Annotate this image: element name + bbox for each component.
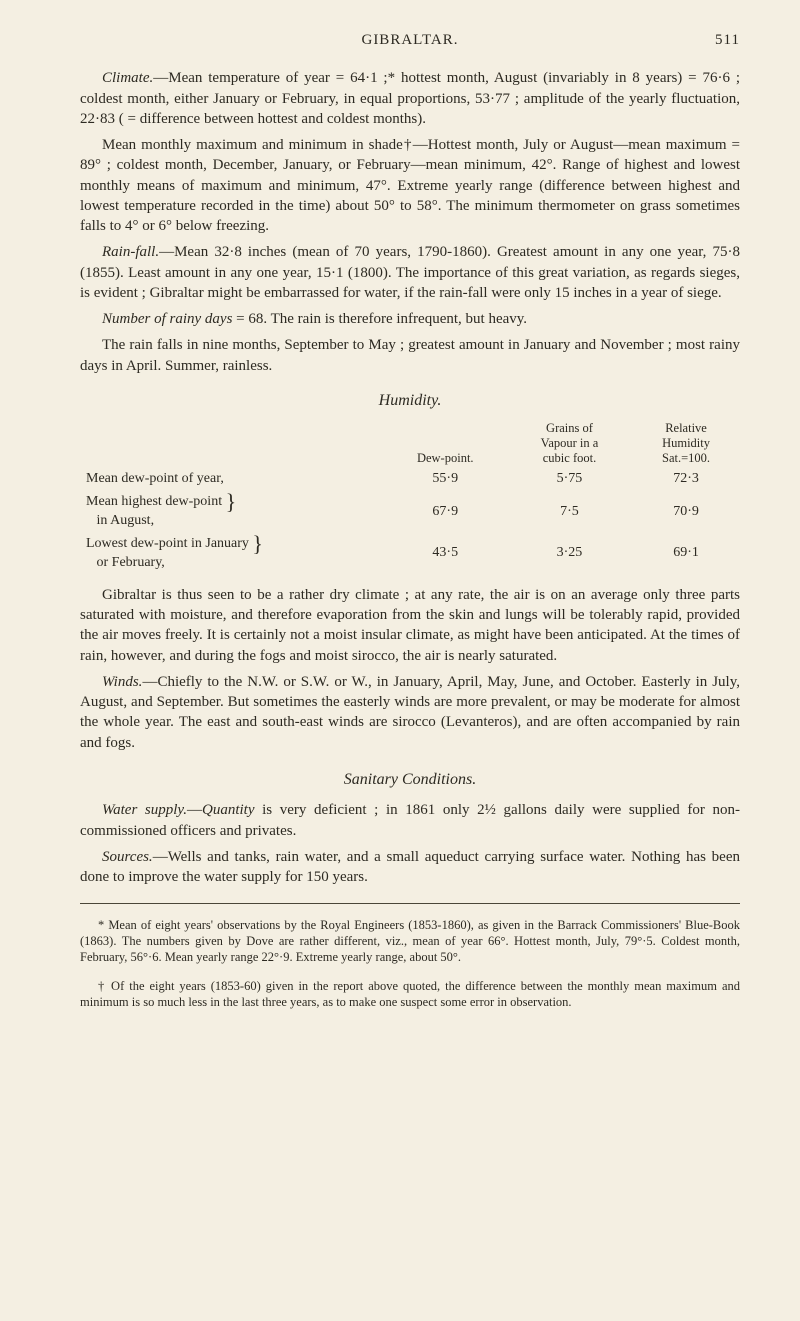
page-header: GIBRALTAR. 511: [80, 30, 740, 50]
col-grains: Grains ofVapour in acubic foot.: [507, 419, 632, 468]
table-row: Dew-point. Grains ofVapour in acubic foo…: [80, 419, 740, 468]
table-row: Mean dew-point of year, 55·9 5·75 72·3: [80, 468, 740, 491]
cell: 70·9: [632, 491, 740, 533]
rain-falls-paragraph: The rain falls in nine months, September…: [80, 335, 740, 376]
cell: 3·25: [507, 533, 632, 575]
climate-paragraph: Climate.—Mean temperature of year = 64·1…: [80, 68, 740, 129]
row-label: Lowest dew-point in January } or Februar…: [80, 533, 384, 575]
header-spacer: [80, 30, 130, 50]
row-label: Mean dew-point of year,: [80, 468, 384, 491]
cell: 43·5: [384, 533, 507, 575]
cell: 67·9: [384, 491, 507, 533]
rainfall-paragraph: Rain-fall.—Mean 32·8 inches (mean of 70 …: [80, 242, 740, 303]
footnote-star: * Mean of eight years' observations by t…: [80, 917, 740, 966]
table-row: Lowest dew-point in January } or Februar…: [80, 533, 740, 575]
page-number: 511: [690, 30, 740, 50]
col-relhum: RelativeHumiditySat.=100.: [632, 419, 740, 468]
col-blank: [80, 419, 384, 468]
row-label: Mean highest dew-point } in August,: [80, 491, 384, 533]
cell: 69·1: [632, 533, 740, 575]
climate-text: Mean temperature of year = 64·1 ;* hotte…: [80, 70, 740, 127]
cell: 7·5: [507, 491, 632, 533]
cell: 5·75: [507, 468, 632, 491]
footnote-rule: [80, 903, 740, 904]
humidity-table: Dew-point. Grains ofVapour in acubic foo…: [80, 419, 740, 574]
rainy-days-paragraph: Number of rainy days = 68. The rain is t…: [80, 309, 740, 329]
sources-text: Wells and tanks, rain water, and a small…: [80, 849, 740, 885]
gibraltar-dry-paragraph: Gibraltar is thus seen to be a rather dr…: [80, 585, 740, 666]
table-row: Mean highest dew-point } in August, 67·9…: [80, 491, 740, 533]
col-dewpoint: Dew-point.: [384, 419, 507, 468]
scanned-page: GIBRALTAR. 511 Climate.—Mean temperature…: [0, 0, 800, 1321]
footnote-dagger: † Of the eight years (1853-60) given in …: [80, 978, 740, 1011]
sanitary-heading: Sanitary Conditions.: [80, 769, 740, 791]
water-supply-paragraph: Water supply.—Quantity is very deficient…: [80, 800, 740, 841]
running-title: GIBRALTAR.: [130, 30, 690, 50]
cell: 72·3: [632, 468, 740, 491]
humidity-heading: Humidity.: [80, 390, 740, 412]
winds-paragraph: Winds.—Chiefly to the N.W. or S.W. or W.…: [80, 672, 740, 753]
rainfall-text: Mean 32·8 inches (mean of 70 years, 1790…: [80, 244, 740, 301]
sources-paragraph: Sources.—Wells and tanks, rain water, an…: [80, 847, 740, 888]
mean-monthly-paragraph: Mean monthly maximum and minimum in shad…: [80, 135, 740, 236]
footnote-block: * Mean of eight years' observations by t…: [80, 917, 740, 1011]
cell: 55·9: [384, 468, 507, 491]
winds-text: Chiefly to the N.W. or S.W. or W., in Ja…: [80, 674, 740, 751]
